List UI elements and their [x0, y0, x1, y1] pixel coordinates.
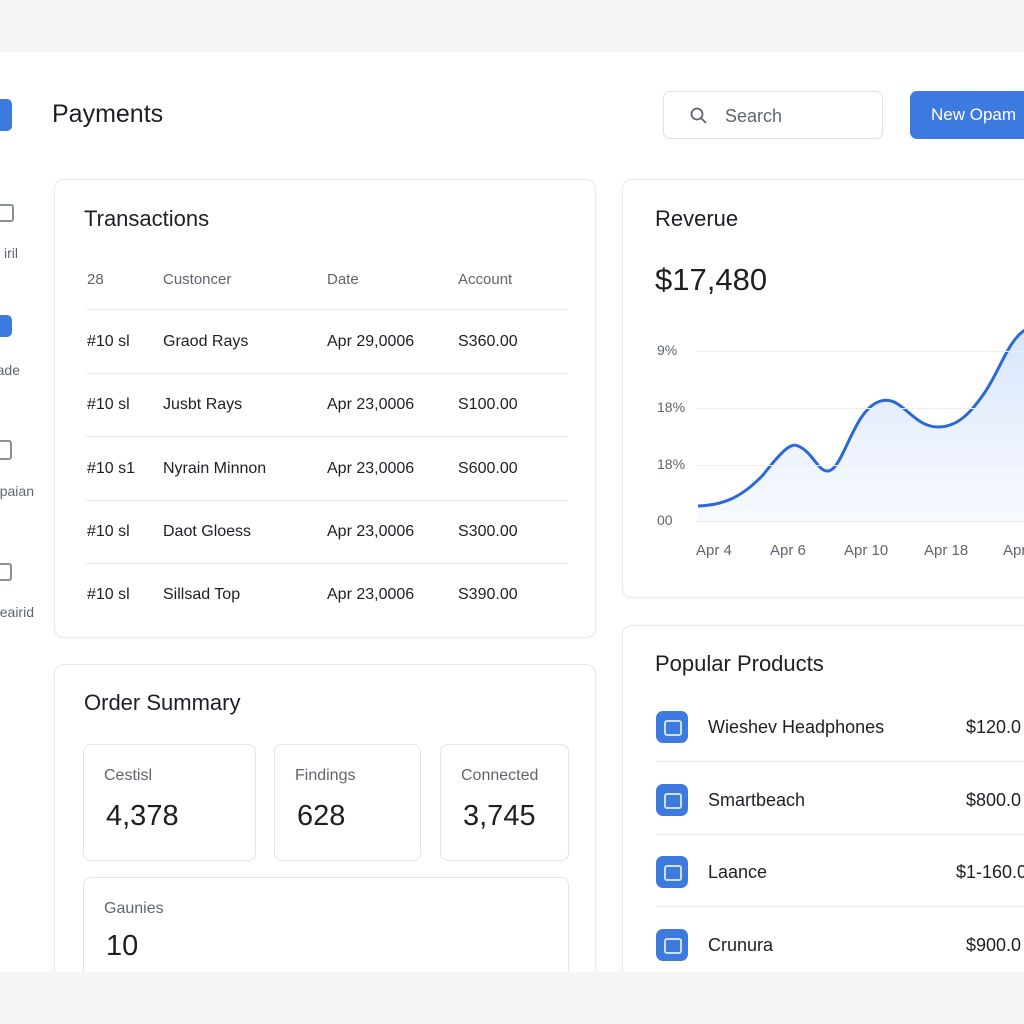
nav-label[interactable]: eairid [0, 604, 34, 620]
product-price: $900.0 [966, 935, 1022, 956]
nav-label[interactable]: iril [4, 245, 18, 261]
search-box[interactable]: Search [663, 91, 883, 139]
cell: Nyrain Minnon [163, 459, 267, 477]
order-summary-card: Order Summary Cestisl 4,378 Findings 628 Con… [54, 664, 596, 1024]
grid-line [696, 465, 1024, 466]
stat-value: 628 [297, 800, 346, 832]
nav-icon [0, 440, 12, 460]
cell: S300.00 [458, 522, 518, 540]
cell: S360.00 [458, 333, 518, 350]
nav-icon [0, 204, 14, 222]
y-label: 18% [657, 399, 686, 415]
area [698, 330, 1024, 521]
separator [86, 309, 568, 310]
separator [656, 906, 1024, 908]
cell: S390.00 [458, 586, 518, 604]
y-label: 18% [657, 456, 686, 472]
y-label: 9% [657, 342, 678, 358]
cell: Jusbt Rays [163, 396, 243, 414]
stat-box: Connected 3,745 [440, 744, 569, 861]
products-card: Popular Products Wieshev Headphones $120.… [622, 625, 1024, 1007]
nav-icon [0, 315, 12, 337]
new-button[interactable]: New Opam [910, 91, 1024, 139]
x-label: Apr 4 [696, 542, 732, 559]
cell: Apr 23,0006 [327, 459, 415, 477]
cell: #10 sl [87, 396, 130, 414]
product-name[interactable]: Laance [708, 862, 768, 883]
card-title: Order Summary [84, 690, 241, 715]
cell: #10 sl [87, 586, 130, 604]
grid-line [696, 521, 1024, 522]
x-label: Apr 6 [770, 542, 806, 559]
column-header: 28 [87, 271, 104, 288]
cell: Graod Rays [163, 333, 249, 350]
column-header: Account [458, 271, 513, 288]
separator [86, 499, 568, 501]
transactions-card: Transactions 28 Custoncer Date Account #10 s… [54, 179, 596, 638]
product-price: $120.0 [966, 717, 1022, 737]
column-header: Date [327, 271, 359, 288]
product-name[interactable]: Smartbeach [708, 789, 806, 810]
button-label: New Opam [931, 105, 1017, 124]
cell: Apr 29,0006 [327, 333, 415, 350]
cell: Daot Gloess [163, 522, 252, 540]
stat-label: Cestisl [104, 767, 153, 784]
cell: #10 sl [87, 333, 130, 350]
stat-value: 10 [106, 930, 139, 962]
card-title: Transactions [84, 206, 210, 231]
nav-icon [0, 563, 12, 581]
stat-value: 3,745 [463, 800, 536, 832]
product-icon [656, 856, 688, 889]
card-title: Popular Products [655, 651, 824, 676]
grid-line [696, 408, 1024, 409]
separator [86, 562, 568, 564]
stat-label: Findings [295, 767, 356, 784]
revenue-card: Reverue $17,480 9% 18% 18% 00 Apr 4 Apr 6 Apr … [622, 179, 1024, 598]
cell: #10 s1 [87, 459, 136, 477]
stat-label: Gaunies [104, 900, 164, 917]
card-title: Reverue [655, 206, 739, 231]
stat-box: Findings 628 [274, 744, 421, 861]
nav-label[interactable]: paian [0, 483, 34, 499]
search-placeholder: Search [725, 106, 783, 126]
separator [656, 833, 1024, 835]
product-name[interactable]: Crunura [708, 935, 774, 956]
stat-value: 4,378 [106, 800, 179, 832]
cell: Sillsad Top [163, 586, 241, 604]
product-price: $800.0 [966, 789, 1022, 810]
page-title: Payments [52, 100, 164, 128]
separator [656, 761, 1024, 762]
x-label: Apr 18 [924, 542, 969, 559]
x-label: Apr [1003, 542, 1024, 559]
logo [0, 99, 12, 131]
cell: Apr 23,0006 [327, 396, 415, 414]
separator [86, 436, 568, 438]
product-icon [656, 711, 688, 743]
cell: S100.00 [458, 396, 518, 414]
revenue-total: $17,480 [655, 262, 768, 297]
product-price: $1-160.0 [956, 862, 1024, 883]
stat-box: Cestisl 4,378 [83, 744, 256, 861]
grid-line [696, 351, 1024, 352]
y-label: 00 [657, 512, 673, 528]
column-header: Custoncer [163, 271, 232, 288]
stat-label: Connected [461, 767, 539, 784]
cell: Apr 23,0006 [327, 586, 415, 604]
search-icon [690, 107, 707, 124]
product-icon [656, 783, 688, 816]
cell: S600.00 [458, 459, 518, 477]
product-name[interactable]: Wieshev Headphones [708, 717, 885, 737]
footer-bar [0, 972, 1024, 1024]
cell: Apr 23,0006 [327, 522, 415, 540]
nav-label[interactable]: ade [0, 362, 20, 378]
separator [86, 373, 568, 374]
revenue-chart [697, 328, 1024, 521]
product-icon [656, 929, 688, 962]
cell: #10 sl [87, 522, 130, 540]
x-label: Apr 10 [844, 542, 889, 559]
